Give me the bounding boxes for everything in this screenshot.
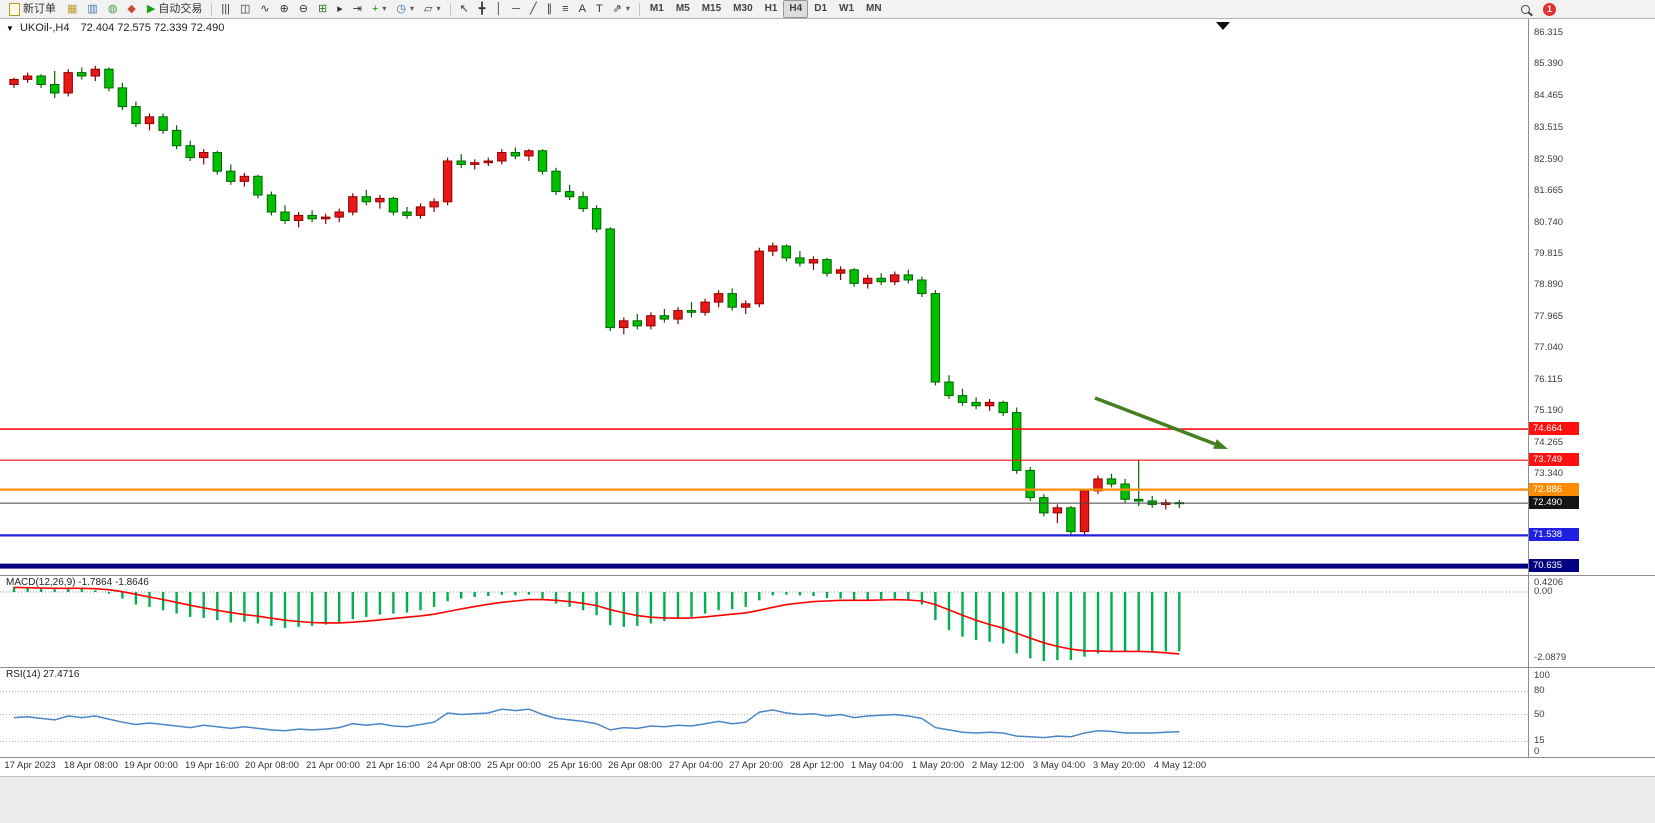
periods-button[interactable]: ◷ ▾ [391, 0, 419, 18]
indicators-add-button[interactable]: + ▾ [367, 0, 391, 18]
community-icon: ◍ [107, 2, 118, 15]
zoom-out-icon: ⊖ [298, 2, 308, 15]
timeframe-d1-button[interactable]: D1 [814, 3, 828, 14]
timeframe-m15-button[interactable]: M15 [701, 3, 722, 14]
horizontal-line-icon: ─ [512, 2, 521, 15]
auto-scroll-button[interactable]: ▸ [332, 0, 348, 18]
toolbar: 新订单 ▦ ▥ ◍ ◆ ▶ 自动交易 ||| ◫ ∿ ⊕ ⊖ ⊞ ▸ ⇥ + ▾ ◷ ▾ ▱ ▾ ↖ ╋ │ ─ ╱ ∥ ≡… [0, 0, 1655, 19]
timeframe-m5-button[interactable]: M5 [675, 3, 690, 14]
toolbar-separator [449, 2, 451, 16]
fibonacci-icon: ≡ [562, 2, 569, 15]
templates-dropdown-icon: ▾ [436, 4, 441, 13]
chart-shift-button[interactable]: ⇥ [348, 0, 367, 18]
periods-icon: ◷ [396, 2, 407, 15]
zoom-in-icon: ⊕ [279, 2, 289, 15]
community-button[interactable]: ◍ [103, 0, 123, 18]
auto-scroll-icon: ▸ [337, 2, 343, 15]
equidistant-channel-button[interactable]: ∥ [542, 0, 558, 18]
toolbar-separator [211, 2, 213, 16]
horizontal-line-button[interactable]: ─ [507, 0, 525, 18]
candles-chart-icon: ◫ [239, 2, 251, 15]
trendline-icon: ╱ [530, 2, 537, 15]
tile-windows-button[interactable]: ⊞ [313, 0, 332, 18]
equidistant-channel-icon: ∥ [546, 2, 553, 15]
chart-shift-icon: ⇥ [352, 2, 362, 15]
mql-market-button[interactable]: ◆ [122, 0, 140, 18]
trendline-button[interactable]: ╱ [525, 0, 542, 18]
new-order-label: 新订单 [23, 3, 56, 15]
cursor-icon: ↖ [459, 2, 469, 15]
bars-chart-button[interactable]: ||| [216, 0, 235, 18]
timeframe-h4-button[interactable]: H4 [783, 0, 809, 18]
toolbar-draw-icon-group: ↖ ╋ │ ─ ╱ ∥ ≡ A T ⇗ ▾ [455, 0, 635, 18]
crosshair-button[interactable]: ╋ [474, 0, 491, 18]
notification-badge[interactable]: 1 [1543, 2, 1556, 16]
timeframe-mn-button[interactable]: MN [866, 3, 882, 14]
mql-market-icon: ◆ [127, 2, 136, 15]
zoom-in-button[interactable]: ⊕ [275, 0, 294, 18]
text-label-button[interactable]: T [591, 0, 608, 18]
vertical-line-button[interactable]: │ [490, 0, 507, 18]
templates-icon: ▱ [424, 2, 433, 15]
candles-chart-button[interactable]: ◫ [235, 0, 255, 18]
toolbar-separator [638, 2, 640, 16]
new-order-button[interactable]: 新订单 [4, 0, 61, 18]
bars-chart-icon: ||| [221, 2, 230, 15]
text-button[interactable]: A [574, 0, 591, 18]
toolbar-left-icon-group: ▦ ▥ ◍ ◆ [62, 0, 141, 18]
timeframe-w1-button[interactable]: W1 [839, 3, 855, 14]
autotrade-play-icon: ▶ [146, 2, 156, 15]
tile-windows-icon: ⊞ [318, 2, 328, 15]
indicators-add-dropdown-icon: ▾ [382, 4, 387, 13]
fibonacci-button[interactable]: ≡ [557, 0, 573, 18]
vertical-line-icon: │ [495, 2, 503, 15]
indicators-add-icon: + [371, 2, 379, 15]
scroll-to-end-marker-icon[interactable] [1216, 22, 1230, 30]
arrows-objects-dropdown-icon: ▾ [625, 4, 630, 13]
line-chart-button[interactable]: ∿ [255, 0, 274, 18]
periods-dropdown-icon: ▾ [410, 4, 415, 13]
toolbar-right-group: 1 [1516, 0, 1556, 18]
arrows-objects-icon: ⇗ [612, 2, 622, 15]
toolbar-chart-icon-group: ||| ◫ ∿ ⊕ ⊖ ⊞ ▸ ⇥ + ▾ ◷ ▾ ▱ ▾ [216, 0, 445, 18]
timeframe-m1-button[interactable]: M1 [649, 3, 664, 14]
text-icon: A [578, 2, 586, 15]
quotes-button[interactable]: ▦ [62, 0, 82, 18]
crosshair-icon: ╋ [478, 2, 486, 15]
market-watch-icon: ▥ [87, 2, 98, 15]
text-label-icon: T [595, 2, 603, 15]
line-chart-icon: ∿ [260, 2, 270, 15]
market-watch-button[interactable]: ▥ [82, 0, 102, 18]
cursor-button[interactable]: ↖ [455, 0, 474, 18]
search-button[interactable] [1516, 0, 1535, 18]
templates-button[interactable]: ▱ ▾ [419, 0, 445, 18]
quotes-icon: ▦ [67, 2, 78, 15]
autotrade-label: 自动交易 [158, 3, 203, 15]
new-order-icon [9, 2, 20, 16]
search-icon [1521, 4, 1530, 14]
timeframe-h1-button[interactable]: H1 [764, 3, 778, 14]
timeframe-group: M1 M5 M15 M30 H1 H4 D1 W1 MN [644, 0, 888, 18]
timeframe-m30-button[interactable]: M30 [733, 3, 753, 14]
zoom-out-button[interactable]: ⊖ [294, 0, 313, 18]
arrows-objects-button[interactable]: ⇗ ▾ [608, 0, 635, 18]
autotrade-button[interactable]: ▶ 自动交易 [142, 0, 207, 18]
